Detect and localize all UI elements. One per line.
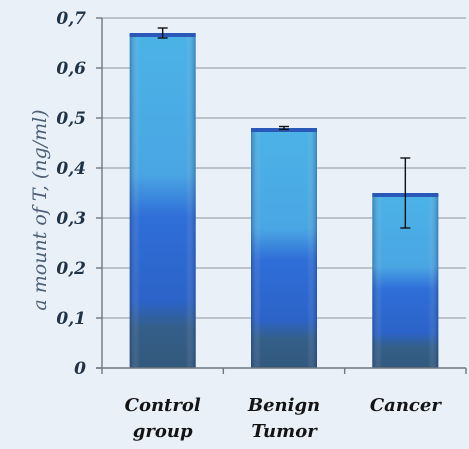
x-tick-label: Control xyxy=(125,395,201,416)
x-tick-labels: Control group Benign Tumor Cancer xyxy=(125,395,443,442)
error-bars xyxy=(157,27,411,229)
y-tick-label: 0,4 xyxy=(56,159,86,179)
x-tick-label: Benign xyxy=(247,395,320,416)
bars xyxy=(129,33,439,368)
x-tick-label: group xyxy=(133,421,193,442)
x-tick-label: Tumor xyxy=(251,421,318,442)
y-tick-label: 0,3 xyxy=(56,209,86,229)
y-tick-label: 0,2 xyxy=(56,259,86,279)
y-tick-label: 0,1 xyxy=(56,309,86,329)
y-tick-label: 0,6 xyxy=(56,59,86,79)
y-tick-label: 0,5 xyxy=(56,109,86,129)
bar-shading xyxy=(251,128,317,368)
y-axis-label: a mount of T, (ng/ml) xyxy=(29,109,51,310)
y-tick-label: 0 xyxy=(74,359,86,379)
y-tick-labels: 0 0,1 0,2 0,3 0,4 0,5 0,6 0,7 xyxy=(56,9,86,379)
axes xyxy=(96,17,467,374)
x-tick-label: Cancer xyxy=(370,395,442,416)
bar-shading xyxy=(129,33,196,368)
y-tick-label: 0,7 xyxy=(56,9,86,29)
